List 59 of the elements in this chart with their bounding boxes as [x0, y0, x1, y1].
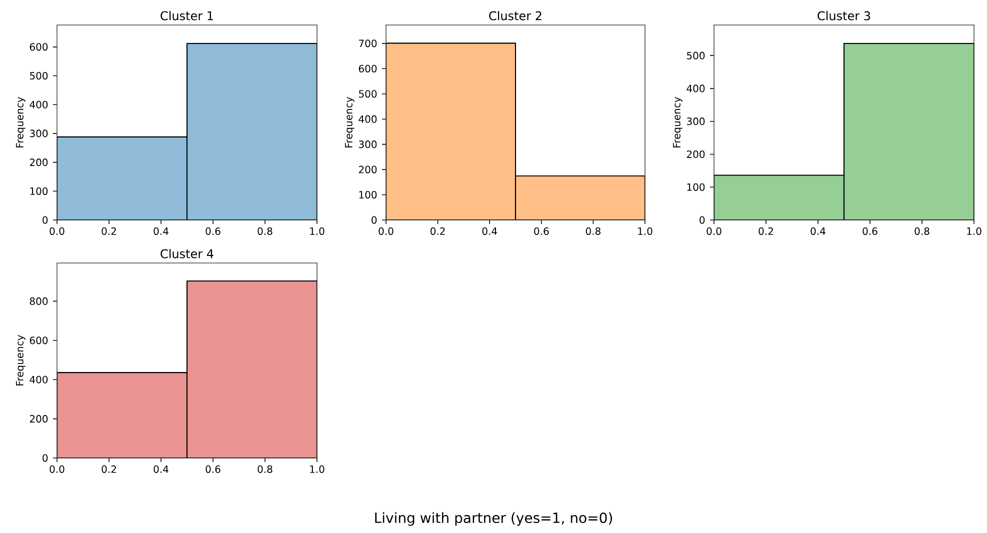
- x-tick-label: 0.8: [914, 227, 930, 235]
- x-tick-label: 0.4: [154, 227, 168, 235]
- x-tick-label: 1.0: [967, 227, 982, 235]
- y-tick-label: 200: [686, 150, 705, 158]
- y-tick-label: 500: [358, 90, 377, 98]
- x-axis-title: Living with partner (yes=1, no=0): [375, 512, 612, 526]
- y-tick-label: 100: [359, 190, 377, 199]
- x-tick-label: 0.8: [258, 465, 272, 473]
- chart-title: Cluster 1: [160, 10, 213, 20]
- x-tick-label: 0.4: [482, 227, 497, 235]
- y-tick-label: 300: [686, 118, 705, 126]
- y-tick-label: 300: [30, 130, 48, 138]
- y-tick-label: 500: [686, 52, 705, 60]
- y-axis-title: Frequency: [16, 334, 26, 386]
- x-tick-label: 1.0: [638, 227, 652, 235]
- y-tick-label: 0: [372, 216, 377, 224]
- y-axis-title: Frequency: [345, 96, 354, 148]
- y-tick-label: 600: [30, 43, 48, 51]
- chart-title: Cluster 4: [160, 248, 214, 258]
- y-tick-label: 200: [30, 158, 48, 166]
- y-tick-label: 200: [358, 166, 377, 174]
- y-tick-label: 400: [358, 115, 377, 123]
- chart-title: Cluster 3: [818, 11, 870, 20]
- y-axis-title: Frequency: [16, 96, 26, 148]
- y-tick-label: 100: [30, 187, 48, 195]
- x-tick-label: 1.0: [310, 465, 324, 473]
- y-tick-label: 500: [30, 72, 48, 80]
- x-tick-label: 1.0: [310, 227, 324, 235]
- x-tick-label: 0.4: [810, 227, 826, 235]
- y-tick-label: 600: [30, 336, 48, 344]
- x-tick-label: 0.2: [102, 465, 116, 473]
- x-tick-label: 0.8: [258, 227, 272, 235]
- y-tick-label: 0: [700, 216, 705, 224]
- y-tick-label: 200: [30, 415, 48, 423]
- y-tick-label: 600: [358, 64, 377, 72]
- y-tick-label: 400: [686, 84, 705, 92]
- y-axis-title: Frequency: [673, 96, 682, 148]
- x-tick-label: 0.0: [50, 227, 64, 235]
- x-tick-label: 0.6: [862, 227, 878, 235]
- y-tick-label: 400: [30, 376, 48, 384]
- x-tick-label: 0.4: [154, 465, 168, 473]
- y-tick-label: 700: [359, 40, 377, 48]
- x-tick-label: 0.2: [102, 227, 116, 235]
- y-tick-label: 0: [42, 454, 48, 462]
- x-tick-label: 0.0: [378, 227, 394, 235]
- y-tick-label: 300: [358, 140, 377, 148]
- x-tick-label: 0.8: [586, 227, 600, 235]
- x-tick-label: 0.0: [706, 227, 722, 235]
- x-tick-label: 0.6: [206, 227, 220, 235]
- x-tick-label: 0.0: [50, 465, 64, 473]
- chart-title: Cluster 2: [489, 11, 542, 20]
- x-tick-label: 0.6: [206, 465, 220, 473]
- y-tick-label: 0: [42, 216, 48, 224]
- y-tick-label: 800: [30, 297, 48, 305]
- x-tick-label: 0.2: [758, 227, 773, 235]
- x-tick-label: 0.6: [534, 227, 549, 235]
- y-tick-label: 100: [687, 183, 705, 191]
- y-tick-label: 400: [30, 100, 48, 108]
- x-tick-label: 0.2: [430, 227, 445, 235]
